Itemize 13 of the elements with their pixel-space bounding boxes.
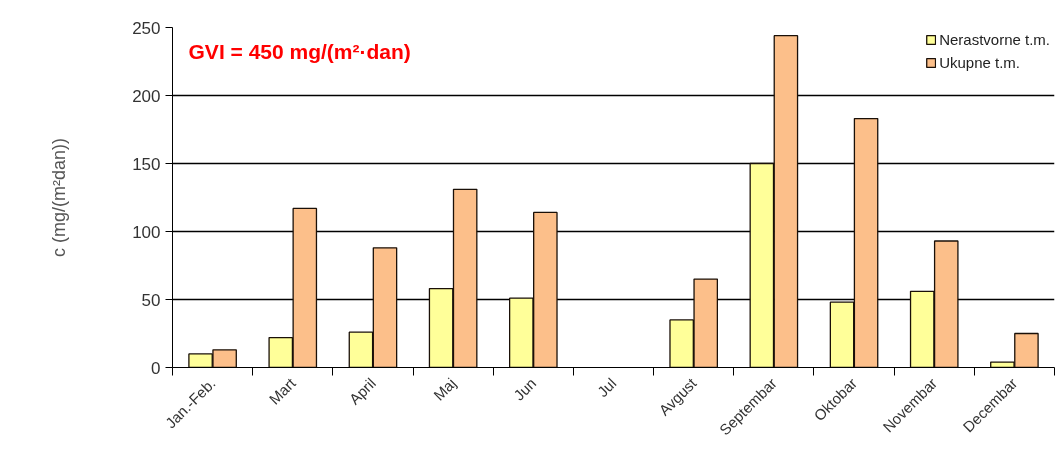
y-tick-label: 250 xyxy=(132,18,161,38)
y-tick-label: 0 xyxy=(151,358,161,378)
x-tick-label: Maj xyxy=(430,374,460,404)
annotation: GVI = 450 mg/(m²·dan) xyxy=(188,39,411,63)
y-tick-label: 50 xyxy=(141,290,161,310)
y-tick-label: 200 xyxy=(132,86,161,106)
legend-label: Ukupne t.m. xyxy=(939,54,1020,71)
y-axis-title: c (mg/(m²dan)) xyxy=(49,137,70,257)
y-tick-label: 150 xyxy=(132,154,161,174)
y-tick-label: 100 xyxy=(132,222,161,242)
legend-label: Nerastvorne t.m. xyxy=(939,31,1050,48)
x-tick-label: Jul xyxy=(593,374,620,401)
x-tick-label: Jun xyxy=(510,374,540,404)
